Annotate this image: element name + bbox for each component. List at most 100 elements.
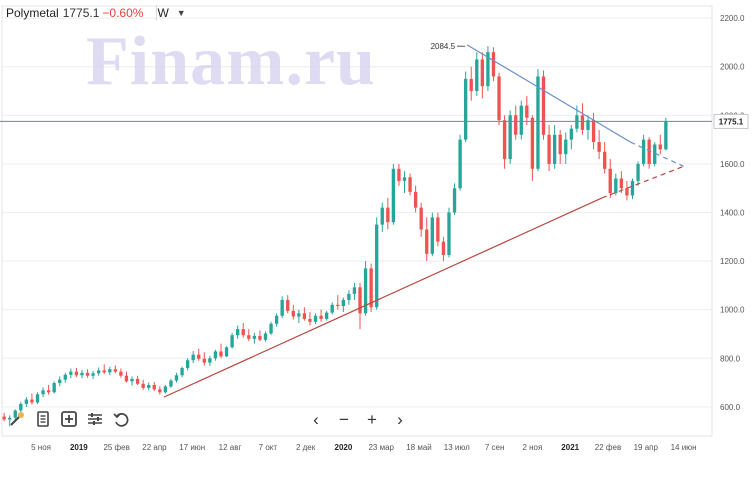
candle-body xyxy=(197,354,201,359)
candle-body xyxy=(586,120,590,130)
candle-body xyxy=(163,386,168,393)
candle-body xyxy=(152,384,156,390)
y-tick-label: 600.0 xyxy=(720,403,741,412)
candle-body xyxy=(458,139,462,189)
candle-body xyxy=(24,399,29,404)
candle-body xyxy=(452,188,457,213)
candle-body xyxy=(641,139,646,164)
header-divider xyxy=(156,5,157,21)
y-tick-label: 1600.0 xyxy=(720,160,745,169)
x-tick-label: 12 авг xyxy=(219,443,242,452)
magic-wand-icon[interactable] xyxy=(8,410,26,428)
candle-body xyxy=(135,378,140,384)
watermark-logo: Finam.ru xyxy=(86,23,376,100)
candle-body xyxy=(475,59,479,92)
candle-body xyxy=(380,207,384,225)
x-tick-label: 2 ноя xyxy=(522,443,542,452)
x-tick-label: 17 июн xyxy=(179,443,205,452)
x-tick-label: 23 мар xyxy=(368,443,394,452)
candle-body xyxy=(124,375,129,382)
support-trendline-extension xyxy=(601,165,684,199)
y-tick-label: 800.0 xyxy=(720,354,741,363)
candle-body xyxy=(313,315,318,322)
y-tick-label: 2000.0 xyxy=(720,63,745,72)
timeframe-selector[interactable]: W xyxy=(157,6,169,20)
y-tick-label: 2200.0 xyxy=(720,14,745,23)
candle-body xyxy=(241,329,245,336)
peak-annotation-label: 2084.5 xyxy=(431,42,456,51)
candle-body xyxy=(13,410,17,418)
candle-body xyxy=(575,115,579,129)
candle-body xyxy=(263,333,268,340)
scroll-left-button[interactable]: ‹ xyxy=(313,410,319,429)
candle-body xyxy=(269,323,273,334)
x-tick-label: 13 июл xyxy=(444,443,470,452)
candle-body xyxy=(308,318,312,322)
candle-body xyxy=(141,383,145,388)
candle-body xyxy=(208,358,212,363)
candle-body xyxy=(541,76,546,135)
candle-body xyxy=(358,287,362,314)
x-tick-label: 7 окт xyxy=(259,443,278,452)
candle-body xyxy=(352,287,357,294)
notes-icon[interactable] xyxy=(34,410,52,428)
candle-body xyxy=(375,224,379,308)
candle-body xyxy=(630,180,635,196)
candle-body xyxy=(69,371,73,375)
scroll-right-button[interactable]: › xyxy=(397,410,403,429)
chevron-down-icon[interactable]: ▼ xyxy=(176,8,186,18)
undo-icon[interactable] xyxy=(112,410,130,428)
candle-body xyxy=(147,384,151,388)
candle-body xyxy=(363,268,368,314)
candle-body xyxy=(252,335,257,339)
x-tick-label: 2019 xyxy=(70,443,88,452)
candle-body xyxy=(319,315,323,319)
x-tick-label: 22 апр xyxy=(142,443,167,452)
x-tick-label: 5 ноя xyxy=(31,443,51,452)
resistance-trendline-extension xyxy=(630,141,684,167)
candle-body xyxy=(158,389,162,393)
chart-navigation: ‹ − + › xyxy=(306,410,410,430)
candle-body xyxy=(413,191,418,208)
settings-sliders-icon[interactable] xyxy=(86,410,104,428)
candle-body xyxy=(569,128,573,140)
add-indicator-icon[interactable] xyxy=(60,410,78,428)
candle-body xyxy=(2,416,6,420)
candle-body xyxy=(347,293,351,300)
candle-body xyxy=(280,299,284,316)
candle-body xyxy=(597,142,601,152)
candle-body xyxy=(564,139,568,155)
candle-body xyxy=(180,367,184,376)
candle-body xyxy=(85,372,90,376)
candle-body xyxy=(391,168,396,223)
price-change: −0.60% xyxy=(102,6,144,20)
candle-body xyxy=(369,268,373,308)
candle-body xyxy=(636,163,640,181)
candle-body xyxy=(330,304,334,313)
candle-body xyxy=(213,351,218,359)
candle-body xyxy=(185,360,190,368)
candle-body xyxy=(19,403,23,411)
candle-body xyxy=(447,212,451,256)
candle-body xyxy=(130,378,134,382)
candle-body xyxy=(324,312,329,319)
candle-body xyxy=(614,178,618,194)
candle-body xyxy=(202,358,206,363)
candle-body xyxy=(102,370,106,373)
candle-body xyxy=(625,188,629,196)
current-price-label: 1775.1 xyxy=(719,117,744,126)
candle-body xyxy=(525,105,529,118)
x-tick-label: 25 фев xyxy=(103,443,129,452)
candle-body xyxy=(30,399,34,403)
candle-body xyxy=(547,134,551,164)
zoom-out-button[interactable]: − xyxy=(339,410,349,429)
zoom-in-button[interactable]: + xyxy=(367,410,377,429)
candle-body xyxy=(219,351,223,357)
candle-body xyxy=(52,383,56,393)
x-tick-label: 2021 xyxy=(561,443,579,452)
candle-body xyxy=(336,304,340,307)
candle-body xyxy=(258,335,262,340)
candle-body xyxy=(497,76,501,121)
candle-body xyxy=(491,52,496,77)
